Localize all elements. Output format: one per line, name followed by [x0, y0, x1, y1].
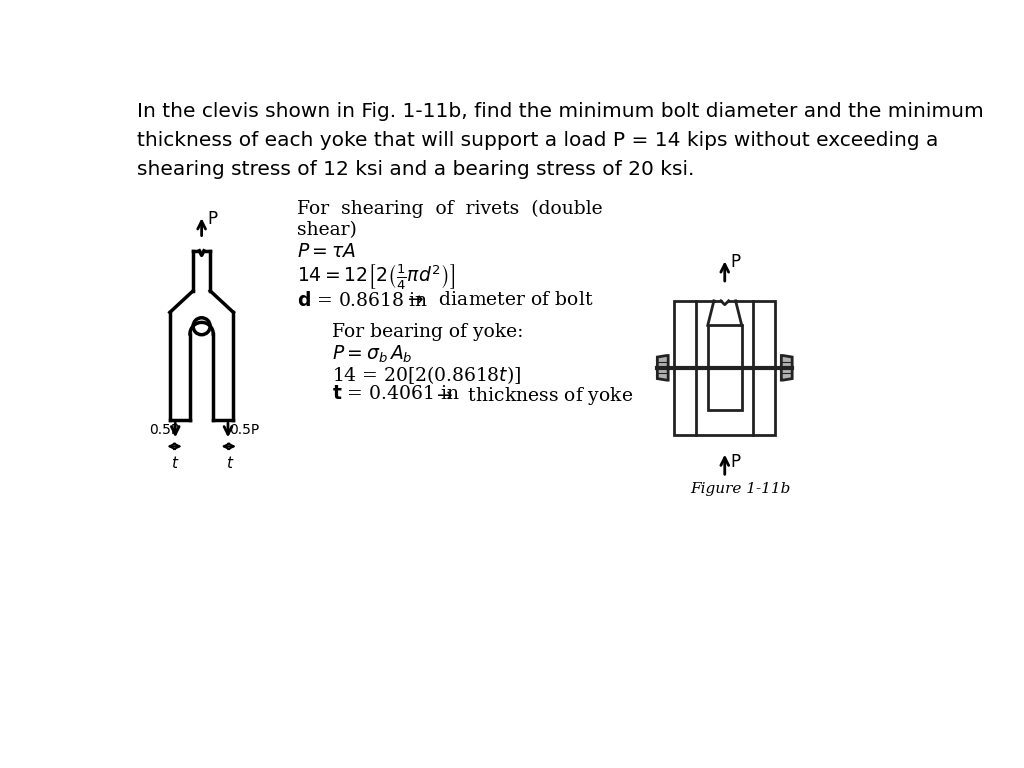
Text: 14 = 20[2(0.8618$t$)]: 14 = 20[2(0.8618$t$)]: [332, 364, 521, 386]
Text: For  shearing  of  rivets  (double: For shearing of rivets (double: [297, 200, 602, 218]
Text: For bearing of yoke:: For bearing of yoke:: [332, 323, 523, 341]
Text: t: t: [225, 456, 231, 472]
Polygon shape: [657, 356, 669, 380]
Text: P: P: [730, 253, 740, 271]
Text: shear): shear): [297, 220, 356, 239]
Text: P: P: [730, 453, 740, 471]
Text: $\rightarrow$  thickness of yoke: $\rightarrow$ thickness of yoke: [432, 385, 633, 407]
Text: t: t: [171, 456, 177, 472]
Text: P: P: [207, 210, 217, 228]
Text: $P = \sigma_b\,A_b$: $P = \sigma_b\,A_b$: [332, 343, 413, 365]
Text: $\rightarrow$  diameter of bolt: $\rightarrow$ diameter of bolt: [403, 291, 593, 310]
Text: 0.5P: 0.5P: [229, 423, 260, 437]
Text: $14 = 12\left[2\left(\frac{1}{4}\pi d^2\right)\right]$: $14 = 12\left[2\left(\frac{1}{4}\pi d^2\…: [297, 263, 456, 292]
Text: 0.5P: 0.5P: [148, 423, 179, 437]
Polygon shape: [781, 356, 793, 380]
Text: $\mathit{\mathbf{t}}$ = 0.4061 in: $\mathit{\mathbf{t}}$ = 0.4061 in: [332, 385, 460, 403]
Text: $P = \tau A$: $P = \tau A$: [297, 242, 356, 260]
Text: $\mathit{\mathbf{d}}$ = 0.8618 in: $\mathit{\mathbf{d}}$ = 0.8618 in: [297, 291, 428, 310]
Text: Figure 1-11b: Figure 1-11b: [690, 482, 791, 496]
Text: In the clevis shown in Fig. 1-11b, find the minimum bolt diameter and the minimu: In the clevis shown in Fig. 1-11b, find …: [137, 102, 984, 179]
